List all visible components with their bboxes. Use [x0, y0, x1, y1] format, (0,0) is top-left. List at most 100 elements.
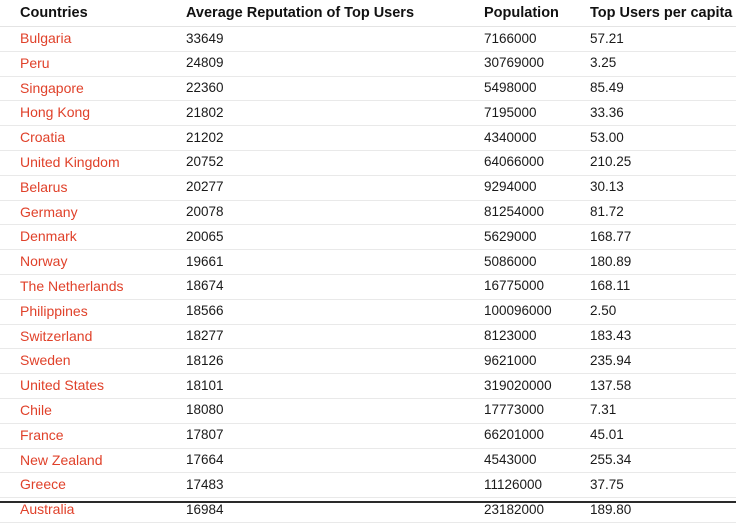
table-row: Denmark 20065 5629000 168.77 [0, 224, 736, 251]
country-link[interactable]: Norway [20, 253, 68, 270]
per-capita-cell: 85.49 [590, 76, 736, 102]
reputation-cell: 18674 [186, 274, 484, 300]
table-row: Singapore 22360 5498000 85.49 [0, 76, 736, 102]
table-row: Chile 18080 17773000 7.31 [0, 398, 736, 424]
per-capita-cell: 180.89 [590, 249, 736, 275]
per-capita-cell: 255.34 [590, 448, 736, 474]
per-capita-cell: 37.75 [590, 472, 736, 499]
country-cell: Philippines [0, 299, 186, 325]
population-cell: 5086000 [484, 249, 590, 275]
population-cell: 11126000 [484, 472, 590, 499]
table-row: Croatia 21202 4340000 53.00 [0, 125, 736, 151]
reputation-cell: 19661 [186, 249, 484, 275]
population-cell: 9294000 [484, 175, 590, 201]
per-capita-cell: 168.11 [590, 274, 736, 300]
population-cell: 81254000 [484, 200, 590, 226]
population-cell: 5629000 [484, 224, 590, 251]
population-cell: 9621000 [484, 348, 590, 375]
reputation-cell: 17807 [186, 423, 484, 449]
population-cell: 7166000 [484, 26, 590, 52]
country-link[interactable]: Croatia [20, 129, 66, 146]
per-capita-cell: 235.94 [590, 348, 736, 375]
country-link[interactable]: Switzerland [20, 327, 93, 344]
per-capita-cell: 2.50 [590, 299, 736, 325]
country-link[interactable]: Belarus [20, 178, 68, 195]
population-cell: 5498000 [484, 76, 590, 102]
country-cell: Norway [0, 249, 186, 275]
country-link[interactable]: Chile [20, 401, 52, 418]
table-row: Norway 19661 5086000 180.89 [0, 249, 736, 275]
country-link[interactable]: Australia [20, 501, 75, 518]
header-population[interactable]: Population [484, 0, 590, 27]
table-row: Greece 17483 11126000 37.75 [0, 472, 736, 499]
country-cell: New Zealand [0, 448, 186, 474]
bottom-divider [0, 501, 736, 503]
population-cell: 30769000 [484, 51, 590, 77]
country-link[interactable]: United States [20, 377, 105, 394]
reputation-cell: 20752 [186, 150, 484, 176]
per-capita-cell: 45.01 [590, 423, 736, 449]
country-cell: Belarus [0, 175, 186, 201]
table-body: Bulgaria 33649 7166000 57.21 Peru 24809 307690… [0, 26, 736, 523]
table-row: Sweden 18126 9621000 235.94 [0, 348, 736, 375]
header-top-users-per-capita[interactable]: Top Users per capita [590, 0, 736, 27]
country-cell: Switzerland [0, 324, 186, 350]
table-row: Peru 24809 30769000 3.25 [0, 51, 736, 77]
country-link[interactable]: The Netherlands [20, 277, 124, 294]
country-cell: United States [0, 373, 186, 399]
table-row: Hong Kong 21802 7195000 33.36 [0, 100, 736, 127]
reputation-cell: 20065 [186, 224, 484, 251]
per-capita-cell: 3.25 [590, 51, 736, 77]
country-link[interactable]: Germany [20, 203, 78, 220]
per-capita-cell: 7.31 [590, 398, 736, 424]
country-cell: Singapore [0, 76, 186, 102]
per-capita-cell: 81.72 [590, 200, 736, 226]
table-row: Germany 20078 81254000 81.72 [0, 200, 736, 226]
population-cell: 16775000 [484, 274, 590, 300]
table-row: Switzerland 18277 8123000 183.43 [0, 324, 736, 350]
country-link[interactable]: Hong Kong [20, 104, 91, 121]
header-countries[interactable]: Countries [0, 0, 186, 27]
country-cell: The Netherlands [0, 274, 186, 300]
population-cell: 4340000 [484, 125, 590, 151]
country-link[interactable]: Singapore [20, 79, 84, 96]
population-cell: 17773000 [484, 398, 590, 424]
country-link[interactable]: Bulgaria [20, 30, 72, 46]
country-cell: Germany [0, 200, 186, 226]
population-cell: 66201000 [484, 423, 590, 449]
reputation-cell: 24809 [186, 51, 484, 77]
table-row: France 17807 66201000 45.01 [0, 423, 736, 449]
table-row: Bulgaria 33649 7166000 57.21 [0, 26, 736, 52]
country-link[interactable]: Peru [20, 54, 50, 71]
per-capita-cell: 30.13 [590, 175, 736, 201]
table-row: Philippines 18566 100096000 2.50 [0, 299, 736, 325]
country-cell: Denmark [0, 224, 186, 251]
reputation-cell: 17483 [186, 472, 484, 499]
population-cell: 8123000 [484, 324, 590, 350]
table-row: United States 18101 319020000 137.58 [0, 373, 736, 399]
per-capita-cell: 33.36 [590, 100, 736, 127]
country-cell: Bulgaria [0, 26, 186, 52]
per-capita-cell: 168.77 [590, 224, 736, 251]
per-capita-cell: 137.58 [590, 373, 736, 399]
population-cell: 100096000 [484, 299, 590, 325]
reputation-cell: 18277 [186, 324, 484, 350]
header-average-reputation[interactable]: Average Reputation of Top Users [186, 0, 484, 27]
per-capita-cell: 183.43 [590, 324, 736, 350]
country-cell: United Kingdom [0, 150, 186, 176]
country-link[interactable]: Greece [20, 476, 66, 493]
country-link[interactable]: Denmark [20, 228, 77, 245]
country-link[interactable]: New Zealand [20, 451, 103, 468]
country-cell: Sweden [0, 348, 186, 375]
reputation-cell: 20078 [186, 200, 484, 226]
country-cell: Peru [0, 51, 186, 77]
country-link[interactable]: Sweden [20, 352, 71, 369]
reputation-cell: 18101 [186, 373, 484, 399]
country-link[interactable]: France [20, 426, 64, 443]
reputation-cell: 21802 [186, 100, 484, 127]
table-row: Belarus 20277 9294000 30.13 [0, 175, 736, 201]
per-capita-cell: 210.25 [590, 150, 736, 176]
country-link[interactable]: Philippines [20, 302, 88, 319]
country-link[interactable]: United Kingdom [20, 153, 120, 170]
